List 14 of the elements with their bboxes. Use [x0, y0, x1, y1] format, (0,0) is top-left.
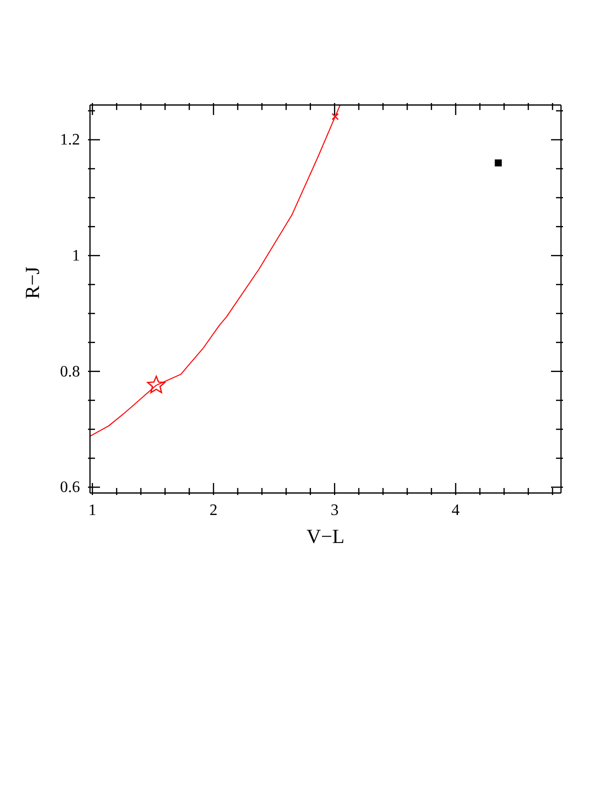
point [147, 376, 166, 394]
x-tick-label: 2 [210, 502, 218, 519]
y-tick-label: 0.6 [60, 479, 80, 496]
line-series [90, 105, 341, 437]
x-tick-label: 3 [330, 502, 339, 519]
y-tick-label: 1.2 [60, 132, 80, 149]
point [332, 112, 339, 120]
y-tick-label: 1 [72, 248, 80, 265]
x-axis-title: V−L [306, 526, 344, 548]
x-tick-label: 4 [452, 502, 460, 519]
point [494, 159, 502, 166]
x-tick-label: 1 [88, 502, 96, 519]
y-tick-label: 0.8 [60, 363, 80, 380]
y-axis-title: R−J [22, 266, 44, 299]
